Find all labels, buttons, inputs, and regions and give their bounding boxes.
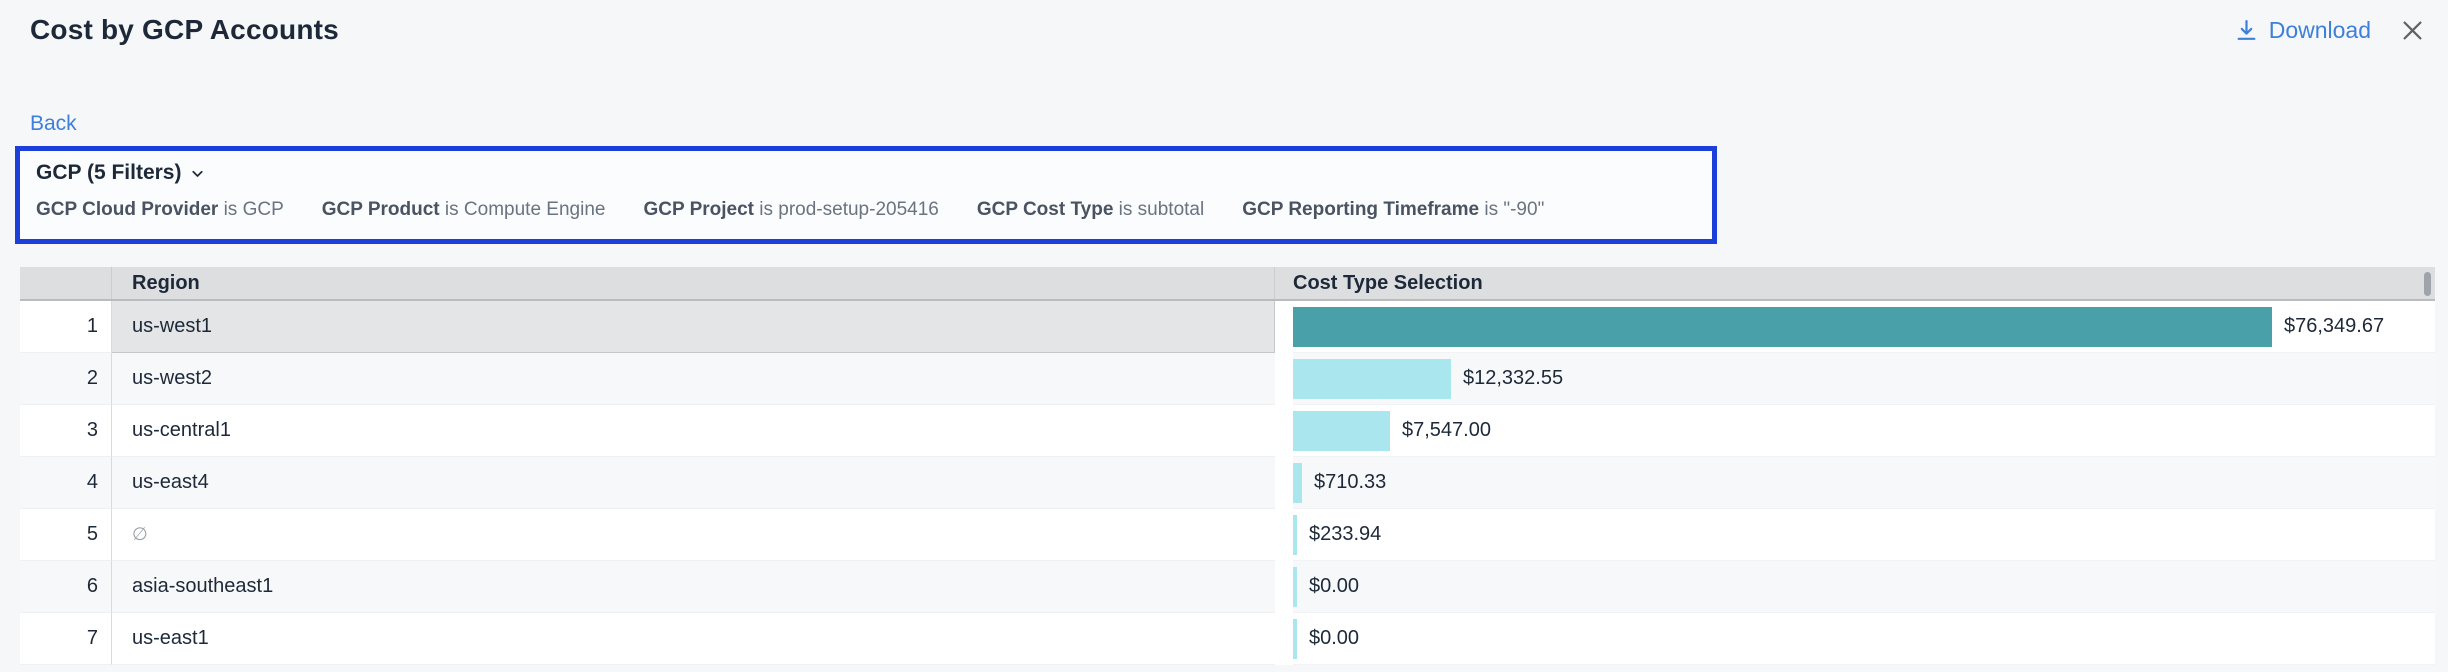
cost-cell[interactable]: $7,547.00 [1293, 405, 2435, 457]
cost-value-label: $76,349.67 [2284, 315, 2384, 338]
horizontal-scrollbar-thumb[interactable] [2424, 272, 2431, 296]
filter-item[interactable]: GCP Reporting Timeframe is "-90" [1242, 199, 1544, 221]
region-cell[interactable]: us-west2 [112, 353, 1275, 405]
filter-item[interactable]: GCP Cost Type is subtotal [977, 199, 1204, 221]
filter-name: GCP Project [643, 199, 754, 220]
cost-bar [1293, 619, 1297, 659]
cost-value-label: $12,332.55 [1463, 367, 1563, 390]
cost-cell[interactable]: $12,332.55 [1293, 353, 2435, 405]
cost-cell[interactable]: $0.00 [1293, 613, 2435, 665]
region-cell[interactable]: us-east4 [112, 457, 1275, 509]
cost-value-label: $0.00 [1309, 627, 1359, 650]
row-number-column-header [20, 267, 112, 299]
cost-cell[interactable]: $710.33 [1293, 457, 2435, 509]
table-row[interactable]: 1 us-west1 $76,349.67 [20, 301, 2435, 353]
cost-bar [1293, 567, 1297, 607]
download-icon [2234, 18, 2259, 43]
filter-condition: is prod-setup-205416 [754, 199, 939, 220]
filter-item[interactable]: GCP Cloud Provider is GCP [36, 199, 284, 221]
cost-table: Region Cost Type Selection 1 us-west1 $7… [20, 267, 2435, 665]
cost-column-header[interactable]: Cost Type Selection [1275, 267, 2435, 299]
filter-name: GCP Product [322, 199, 440, 220]
filter-item[interactable]: GCP Project is prod-setup-205416 [643, 199, 938, 221]
region-cell[interactable]: asia-southeast1 [112, 561, 1275, 613]
cost-value-label: $7,547.00 [1402, 419, 1491, 442]
column-gutter [1275, 561, 1293, 613]
chevron-down-icon [189, 165, 206, 182]
cost-cell[interactable]: $76,349.67 [1293, 301, 2435, 353]
column-gutter [1275, 353, 1293, 405]
page-title: Cost by GCP Accounts [30, 14, 339, 46]
column-gutter [1275, 613, 1293, 665]
cost-value-label: $0.00 [1309, 575, 1359, 598]
filter-summary-toggle[interactable]: GCP (5 Filters) [36, 161, 1696, 185]
region-cell[interactable]: us-central1 [112, 405, 1275, 457]
table-row[interactable]: 3 us-central1 $7,547.00 [20, 405, 2435, 457]
row-number-cell: 2 [20, 353, 112, 405]
table-row[interactable]: 7 us-east1 $0.00 [20, 613, 2435, 665]
back-link[interactable]: Back [30, 112, 77, 136]
cost-bar [1293, 411, 1390, 451]
download-label: Download [2269, 17, 2371, 44]
filter-condition: is subtotal [1113, 199, 1204, 220]
filter-list: GCP Cloud Provider is GCP GCP Product is … [36, 199, 1696, 221]
cost-bar [1293, 515, 1297, 555]
filter-item[interactable]: GCP Product is Compute Engine [322, 199, 606, 221]
column-gutter [1275, 457, 1293, 509]
modal-header: Cost by GCP Accounts Download [0, 0, 2448, 60]
cost-bar [1293, 359, 1451, 399]
cost-value-label: $233.94 [1309, 523, 1381, 546]
region-cell[interactable]: us-west1 [112, 301, 1275, 353]
filter-summary-label: GCP (5 Filters) [36, 161, 181, 185]
download-button[interactable]: Download [2234, 17, 2371, 44]
region-cell[interactable]: ∅ [112, 509, 1275, 561]
table-row[interactable]: 2 us-west2 $12,332.55 [20, 353, 2435, 405]
cost-cell[interactable]: $233.94 [1293, 509, 2435, 561]
column-gutter [1275, 301, 1293, 353]
close-button[interactable] [2399, 17, 2426, 44]
row-number-cell: 5 [20, 509, 112, 561]
region-column-header[interactable]: Region [112, 267, 1275, 299]
region-cell[interactable]: us-east1 [112, 613, 1275, 665]
filter-condition: is "-90" [1479, 199, 1544, 220]
row-number-cell: 1 [20, 301, 112, 353]
cost-cell[interactable]: $0.00 [1293, 561, 2435, 613]
table-row[interactable]: 5 ∅ $233.94 [20, 509, 2435, 561]
table-body: 1 us-west1 $76,349.67 2 us-west2 $12,332… [20, 301, 2435, 665]
filter-name: GCP Reporting Timeframe [1242, 199, 1479, 220]
cost-bar [1293, 463, 1302, 503]
row-number-cell: 3 [20, 405, 112, 457]
row-number-cell: 4 [20, 457, 112, 509]
filter-condition: is GCP [218, 199, 283, 220]
cost-bar [1293, 307, 2272, 347]
filter-name: GCP Cost Type [977, 199, 1114, 220]
filter-name: GCP Cloud Provider [36, 199, 218, 220]
table-row[interactable]: 6 asia-southeast1 $0.00 [20, 561, 2435, 613]
column-gutter [1275, 405, 1293, 457]
column-gutter [1275, 509, 1293, 561]
table-row[interactable]: 4 us-east4 $710.33 [20, 457, 2435, 509]
table-header-row: Region Cost Type Selection [20, 267, 2435, 301]
row-number-cell: 6 [20, 561, 112, 613]
row-number-cell: 7 [20, 613, 112, 665]
close-icon [2399, 17, 2426, 44]
filter-condition: is Compute Engine [440, 199, 606, 220]
filter-box: GCP (5 Filters) GCP Cloud Provider is GC… [15, 146, 1717, 244]
cost-value-label: $710.33 [1314, 471, 1386, 494]
